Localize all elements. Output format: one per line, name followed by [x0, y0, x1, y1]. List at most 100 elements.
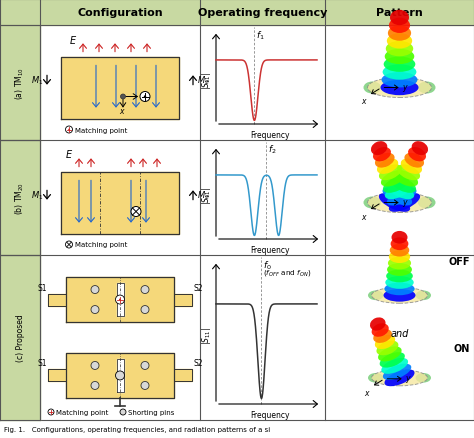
Ellipse shape	[372, 370, 428, 386]
Ellipse shape	[386, 42, 413, 57]
Text: $f_2$: $f_2$	[268, 144, 277, 156]
Polygon shape	[0, 255, 40, 420]
Text: $y$: $y$	[143, 92, 150, 103]
Ellipse shape	[387, 264, 412, 276]
Ellipse shape	[367, 78, 431, 98]
Ellipse shape	[416, 291, 431, 300]
Ellipse shape	[418, 82, 436, 94]
Ellipse shape	[381, 358, 408, 374]
Polygon shape	[174, 294, 192, 306]
Text: $x$: $x$	[361, 212, 367, 221]
Text: Pattern: Pattern	[376, 8, 423, 18]
Circle shape	[140, 92, 150, 102]
Circle shape	[91, 286, 99, 294]
Ellipse shape	[387, 188, 417, 206]
Ellipse shape	[364, 197, 381, 209]
Text: $y$: $y$	[405, 374, 412, 385]
Ellipse shape	[404, 153, 424, 168]
Text: Fig. 1.   Configurations, operating frequencies, and radiation patterns of a si: Fig. 1. Configurations, operating freque…	[4, 426, 270, 432]
Text: (c) Proposed: (c) Proposed	[16, 314, 25, 361]
Text: $E$: $E$	[65, 148, 73, 160]
Circle shape	[141, 286, 149, 294]
Circle shape	[141, 362, 149, 370]
Text: $M_1$: $M_1$	[31, 74, 43, 87]
Ellipse shape	[387, 34, 412, 49]
Polygon shape	[0, 0, 474, 420]
Circle shape	[120, 409, 126, 415]
Ellipse shape	[391, 238, 409, 251]
Circle shape	[119, 299, 121, 301]
Ellipse shape	[367, 193, 431, 213]
Circle shape	[141, 306, 149, 314]
Text: Operating frequency: Operating frequency	[198, 8, 327, 18]
Circle shape	[91, 306, 99, 314]
Polygon shape	[61, 172, 179, 234]
Ellipse shape	[416, 373, 431, 383]
Ellipse shape	[393, 171, 418, 187]
Polygon shape	[0, 141, 40, 255]
Ellipse shape	[370, 318, 385, 331]
Circle shape	[91, 362, 99, 370]
Ellipse shape	[384, 370, 415, 386]
Text: Matching point: Matching point	[75, 242, 128, 248]
Ellipse shape	[378, 346, 401, 362]
Ellipse shape	[380, 352, 405, 368]
Ellipse shape	[379, 194, 410, 212]
Text: $M_2$: $M_2$	[197, 189, 210, 201]
Circle shape	[116, 295, 125, 304]
Text: ON: ON	[454, 343, 470, 353]
Text: $y$: $y$	[402, 83, 409, 94]
Text: $x$: $x$	[361, 97, 367, 106]
Polygon shape	[117, 283, 124, 317]
Ellipse shape	[383, 57, 415, 73]
Circle shape	[131, 207, 141, 217]
Polygon shape	[117, 359, 124, 392]
Ellipse shape	[381, 171, 406, 187]
Text: Frequency: Frequency	[251, 410, 290, 419]
Polygon shape	[0, 26, 40, 141]
Text: (a) TM$_{10}$: (a) TM$_{10}$	[14, 67, 26, 100]
Text: $f_1$: $f_1$	[256, 29, 265, 42]
Text: and: and	[390, 328, 409, 338]
Polygon shape	[48, 370, 66, 381]
Ellipse shape	[371, 142, 387, 156]
Text: S2: S2	[193, 359, 202, 367]
Circle shape	[91, 381, 99, 389]
Ellipse shape	[390, 11, 409, 26]
Text: $x$: $x$	[364, 388, 371, 397]
Text: Matching point: Matching point	[75, 127, 128, 133]
Ellipse shape	[375, 153, 394, 168]
Circle shape	[68, 129, 70, 131]
Text: $(f_{OFF}$ and $f_{ON})$: $(f_{OFF}$ and $f_{ON})$	[264, 267, 312, 277]
Text: $|S_{11}|$: $|S_{11}|$	[200, 71, 213, 89]
Ellipse shape	[368, 373, 383, 383]
Ellipse shape	[368, 291, 383, 300]
Text: Configuration: Configuration	[77, 8, 163, 18]
Ellipse shape	[388, 26, 411, 42]
Text: Frequency: Frequency	[251, 131, 290, 140]
Text: $E$: $E$	[69, 33, 77, 46]
Text: S1: S1	[37, 359, 47, 367]
Ellipse shape	[385, 49, 414, 65]
Polygon shape	[0, 0, 474, 26]
Circle shape	[141, 381, 149, 389]
Circle shape	[144, 96, 146, 99]
Ellipse shape	[376, 341, 399, 356]
Ellipse shape	[372, 288, 428, 304]
Ellipse shape	[373, 329, 392, 343]
Ellipse shape	[389, 251, 410, 263]
Polygon shape	[48, 294, 66, 306]
Text: (b) TM$_{20}$: (b) TM$_{20}$	[14, 182, 26, 215]
Polygon shape	[66, 353, 174, 398]
Ellipse shape	[386, 182, 414, 200]
Ellipse shape	[379, 165, 402, 181]
Ellipse shape	[390, 177, 416, 194]
Ellipse shape	[383, 364, 411, 380]
Circle shape	[48, 409, 54, 415]
Ellipse shape	[383, 289, 416, 302]
Text: OFF: OFF	[448, 257, 470, 267]
Circle shape	[120, 95, 126, 100]
Ellipse shape	[411, 142, 428, 156]
Circle shape	[65, 127, 73, 134]
Circle shape	[65, 241, 73, 248]
